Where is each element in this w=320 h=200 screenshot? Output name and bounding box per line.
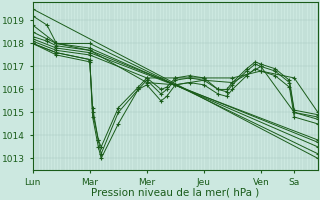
X-axis label: Pression niveau de la mer( hPa ): Pression niveau de la mer( hPa ): [91, 188, 260, 198]
